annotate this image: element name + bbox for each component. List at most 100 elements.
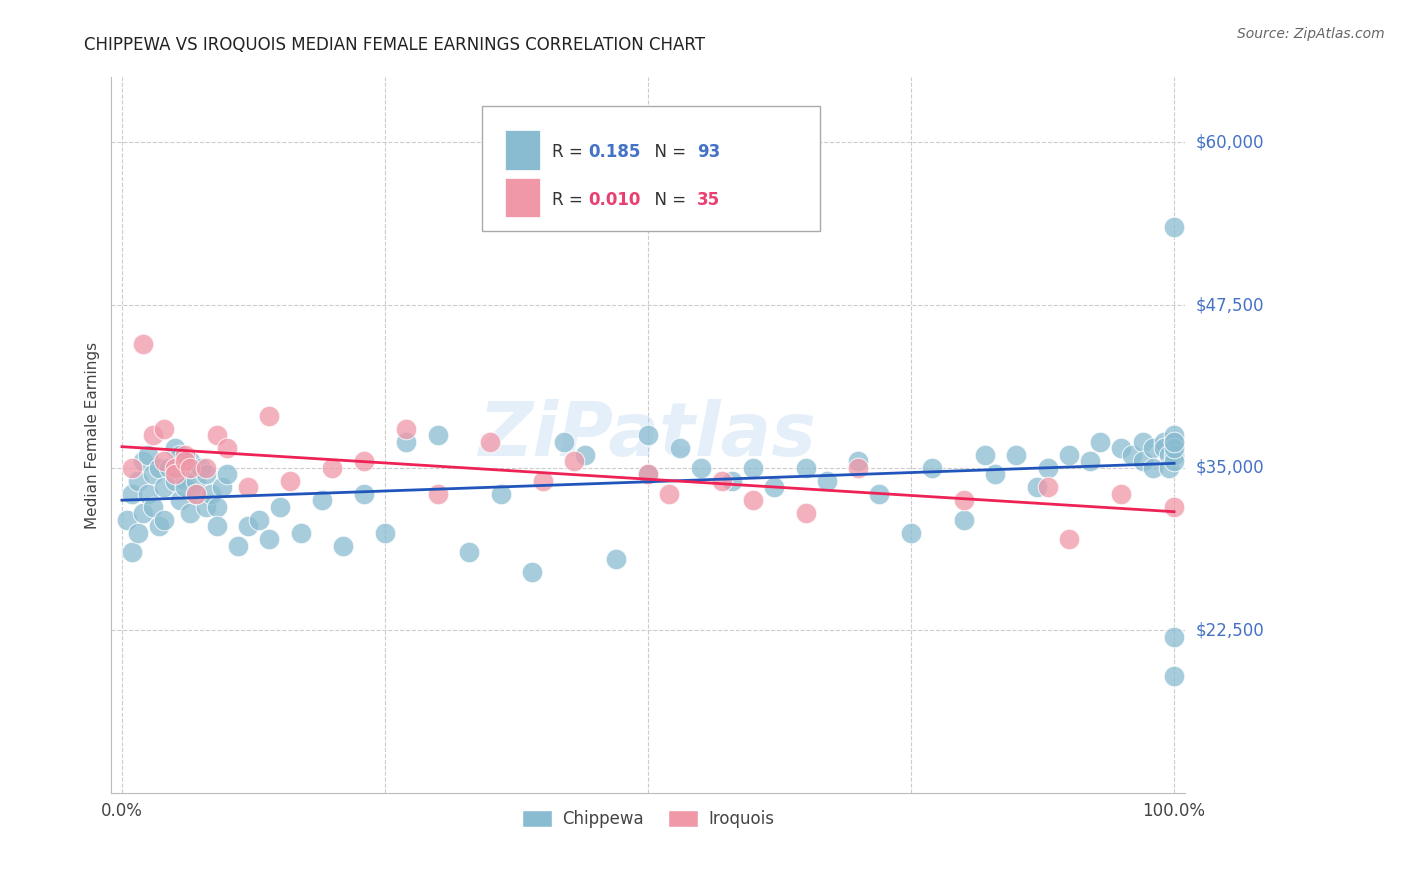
Point	[637, 467, 659, 481]
Point	[179, 454, 201, 468]
Text: 0.185: 0.185	[588, 143, 640, 161]
Point	[163, 467, 186, 481]
Point	[121, 545, 143, 559]
Point	[637, 428, 659, 442]
Point	[721, 474, 744, 488]
Point	[332, 539, 354, 553]
Point	[1163, 500, 1185, 514]
Point	[763, 480, 786, 494]
Point	[973, 448, 995, 462]
Point	[869, 486, 891, 500]
Point	[1157, 460, 1180, 475]
Point	[1163, 630, 1185, 644]
Point	[257, 409, 280, 423]
Point	[900, 525, 922, 540]
Point	[848, 454, 870, 468]
Point	[1111, 486, 1133, 500]
Text: R =: R =	[553, 191, 589, 209]
Point	[153, 512, 176, 526]
Point	[205, 519, 228, 533]
Point	[395, 421, 418, 435]
Point	[522, 565, 544, 579]
Point	[157, 460, 180, 475]
Point	[605, 551, 627, 566]
Text: 93: 93	[697, 143, 721, 161]
Point	[132, 337, 155, 351]
Point	[1142, 460, 1164, 475]
Point	[353, 454, 375, 468]
Point	[179, 460, 201, 475]
Point	[163, 474, 186, 488]
Text: 35: 35	[697, 191, 720, 209]
Point	[169, 448, 191, 462]
Point	[1163, 434, 1185, 449]
Text: 0.010: 0.010	[588, 191, 640, 209]
Point	[1026, 480, 1049, 494]
Point	[121, 460, 143, 475]
Point	[174, 480, 197, 494]
Point	[1111, 441, 1133, 455]
Text: $22,500: $22,500	[1195, 621, 1264, 639]
Point	[353, 486, 375, 500]
Point	[311, 493, 333, 508]
Point	[1090, 434, 1112, 449]
Point	[574, 448, 596, 462]
Point	[217, 441, 239, 455]
Point	[190, 460, 212, 475]
Point	[658, 486, 681, 500]
Point	[163, 460, 186, 475]
Point	[742, 460, 765, 475]
Point	[374, 525, 396, 540]
Point	[1163, 219, 1185, 234]
Point	[174, 474, 197, 488]
Text: CHIPPEWA VS IROQUOIS MEDIAN FEMALE EARNINGS CORRELATION CHART: CHIPPEWA VS IROQUOIS MEDIAN FEMALE EARNI…	[84, 36, 706, 54]
Point	[169, 493, 191, 508]
Point	[1057, 448, 1080, 462]
Point	[142, 467, 165, 481]
Point	[136, 448, 159, 462]
Point	[1163, 441, 1185, 455]
Point	[195, 467, 218, 481]
Point	[132, 454, 155, 468]
Point	[174, 454, 197, 468]
FancyBboxPatch shape	[482, 106, 820, 231]
Legend: Chippewa, Iroquois: Chippewa, Iroquois	[515, 803, 780, 834]
Point	[153, 421, 176, 435]
Point	[257, 532, 280, 546]
Point	[668, 441, 690, 455]
Point	[148, 519, 170, 533]
Point	[163, 441, 186, 455]
Point	[200, 486, 222, 500]
Point	[142, 500, 165, 514]
Point	[127, 474, 149, 488]
Point	[794, 460, 817, 475]
Point	[689, 460, 711, 475]
Point	[127, 525, 149, 540]
Point	[1153, 441, 1175, 455]
Point	[179, 506, 201, 520]
Point	[184, 486, 207, 500]
Point	[205, 428, 228, 442]
Point	[195, 500, 218, 514]
Point	[984, 467, 1007, 481]
Point	[1036, 460, 1059, 475]
Point	[710, 474, 733, 488]
Point	[290, 525, 312, 540]
Point	[848, 460, 870, 475]
Point	[426, 486, 449, 500]
Point	[1163, 434, 1185, 449]
Point	[184, 474, 207, 488]
Point	[815, 474, 838, 488]
Point	[952, 493, 974, 508]
Point	[247, 512, 270, 526]
Point	[1153, 434, 1175, 449]
Point	[794, 506, 817, 520]
Text: $47,500: $47,500	[1195, 296, 1264, 314]
Text: $60,000: $60,000	[1195, 134, 1264, 152]
Point	[1121, 448, 1143, 462]
Point	[153, 480, 176, 494]
Point	[195, 460, 218, 475]
Point	[952, 512, 974, 526]
Text: R =: R =	[553, 143, 589, 161]
Point	[1142, 441, 1164, 455]
